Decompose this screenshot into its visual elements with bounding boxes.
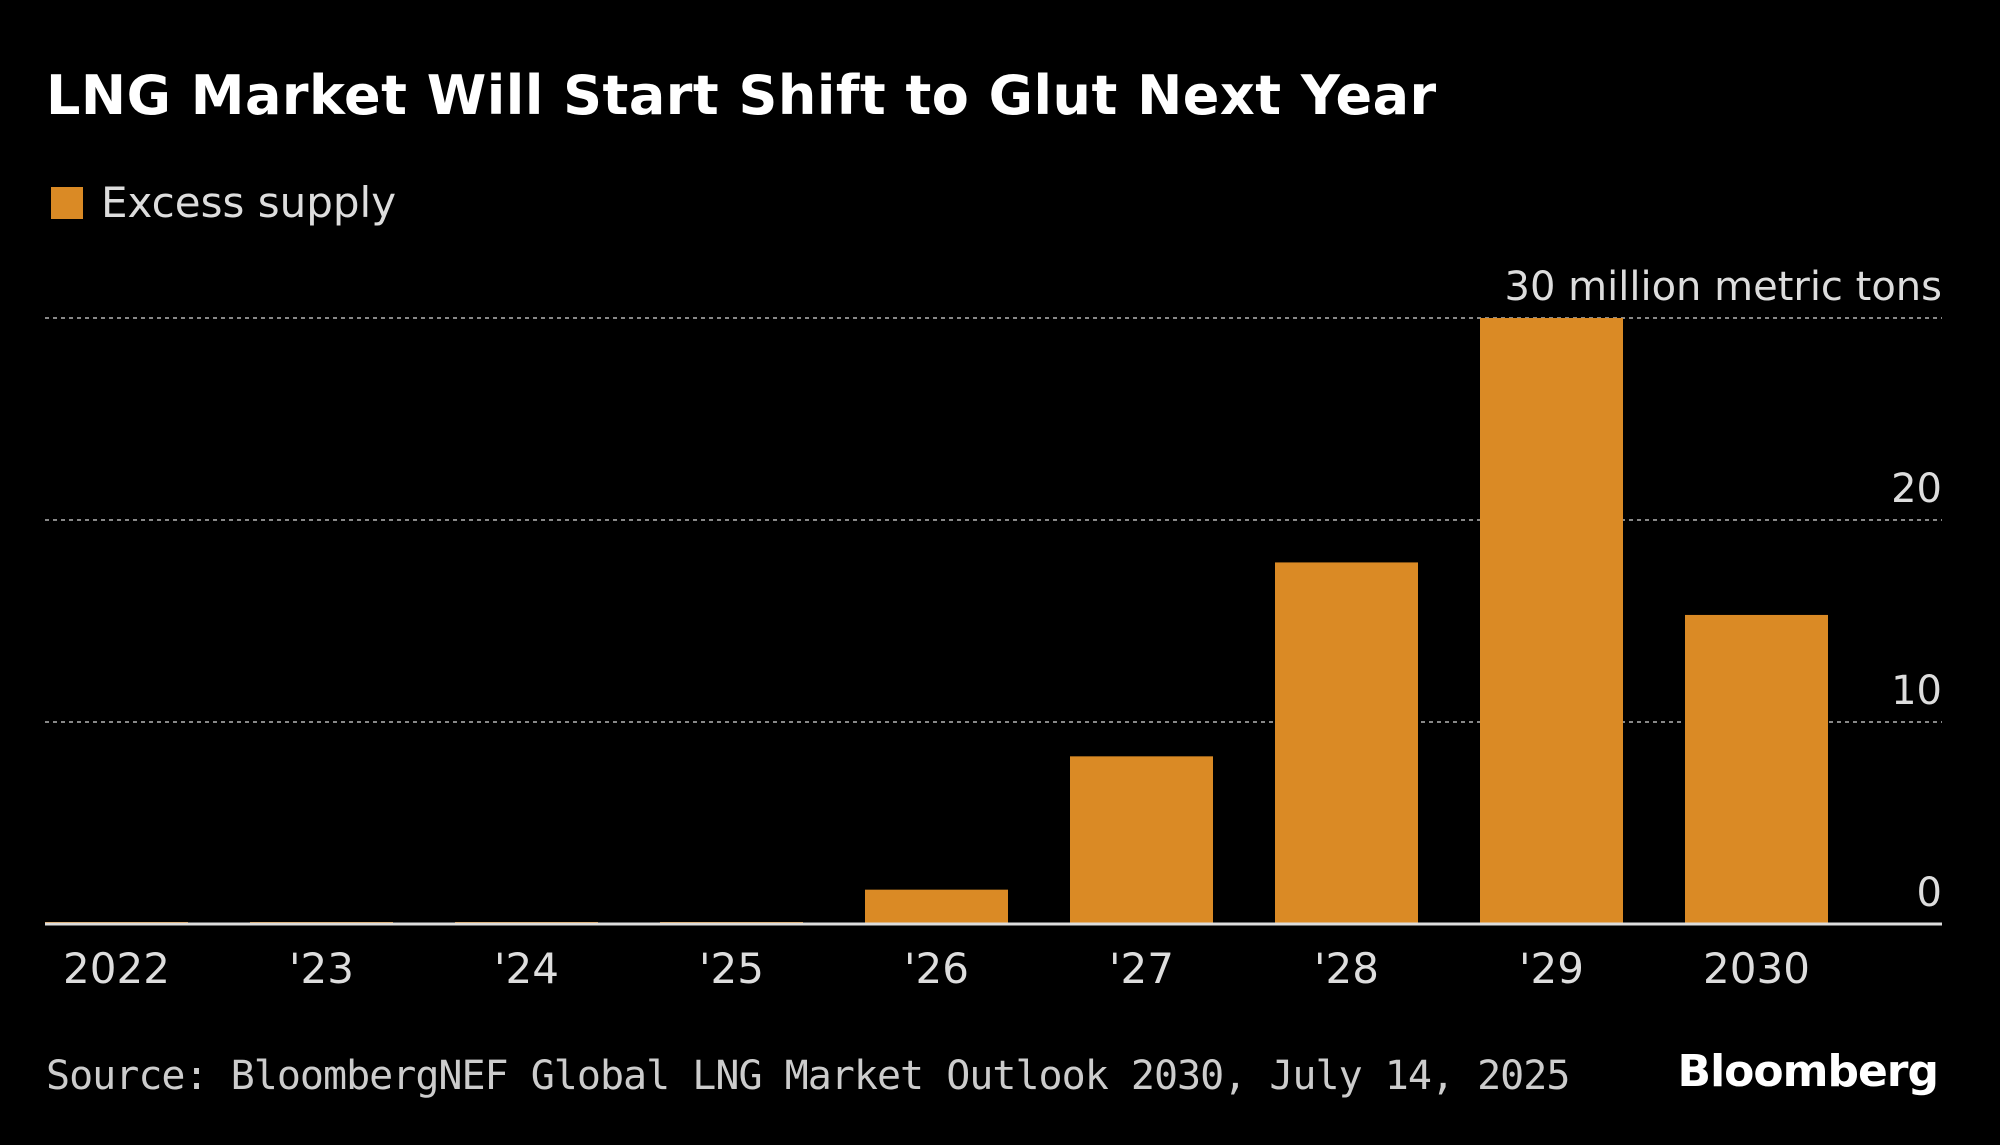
source-note: Source: BloombergNEF Global LNG Market O… xyxy=(46,1053,1570,1099)
legend-swatch xyxy=(51,186,83,219)
bar xyxy=(865,889,1008,924)
x-tick-label: '25 xyxy=(699,944,764,993)
y-tick-label: 0 xyxy=(1917,870,1942,916)
x-tick-label: '29 xyxy=(1519,944,1584,993)
y-tick-label: 10 xyxy=(1891,668,1942,714)
y-tick-label: 30 million metric tons xyxy=(1505,264,1942,310)
bar xyxy=(1685,614,1828,924)
bar xyxy=(1480,318,1623,924)
legend-label: Excess supply xyxy=(101,178,397,227)
bloomberg-logo: Bloomberg xyxy=(1677,1046,1939,1097)
x-tick-label: '26 xyxy=(904,944,969,993)
x-tick-label: '27 xyxy=(1109,944,1174,993)
x-tick-label: '28 xyxy=(1314,944,1379,993)
x-tick-label: '24 xyxy=(494,944,559,993)
x-tick-label: 2030 xyxy=(1703,944,1810,993)
x-tick-label: '23 xyxy=(289,944,354,993)
bar xyxy=(1275,562,1418,924)
x-tick-label: 2022 xyxy=(63,944,170,993)
y-tick-label: 20 xyxy=(1891,466,1942,512)
chart-title: LNG Market Will Start Shift to Glut Next… xyxy=(46,64,1437,127)
legend: Excess supply xyxy=(51,178,396,227)
bar xyxy=(1070,756,1213,924)
